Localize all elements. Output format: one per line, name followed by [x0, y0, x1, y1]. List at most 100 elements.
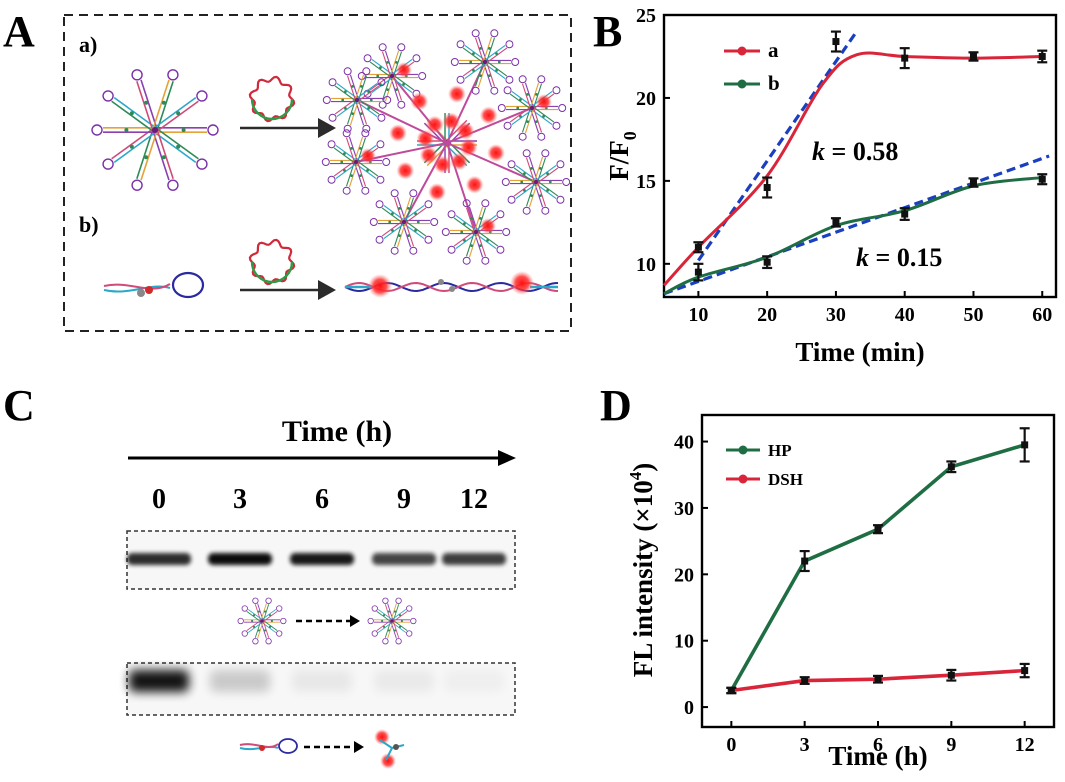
dna-arm-strand	[509, 93, 532, 110]
y-tick-label: 20	[636, 88, 656, 110]
dna-arm-strand	[536, 167, 559, 184]
y-tick-label: 10	[636, 254, 656, 276]
x-axis-label: Time (min)	[795, 337, 924, 367]
dna-star	[501, 149, 571, 215]
hairpin-loop	[537, 132, 546, 141]
target-strand-loop-icon	[248, 75, 296, 123]
fluorophore-dot	[548, 180, 552, 184]
fluorophore-dot	[144, 100, 149, 105]
rate-value: = 0.58	[825, 137, 898, 166]
fluorescence-glow	[447, 84, 466, 103]
hairpin-loop	[237, 617, 244, 625]
quencher-dot	[449, 286, 455, 292]
hairpin-loop	[456, 75, 465, 84]
schema-arrowhead	[354, 741, 364, 753]
hairpin-loop	[556, 195, 565, 204]
data-point	[874, 525, 882, 533]
y-axis-label-subscript: 0	[620, 131, 640, 140]
fluorophore-dot	[124, 128, 129, 132]
dsh-loop	[171, 271, 205, 299]
fluorophore-dot	[257, 610, 261, 613]
series-line	[662, 51, 1043, 287]
hairpin-loop	[552, 86, 561, 95]
hairpin-loop	[102, 158, 114, 170]
hairpin-loop	[503, 121, 512, 130]
x-tick-label: 0	[726, 734, 736, 756]
dna-arm-strand	[485, 61, 496, 87]
dna-arm-strand	[515, 182, 538, 199]
data-point	[874, 675, 882, 683]
reaction-arrowhead	[318, 280, 336, 300]
dna-arm-strand	[392, 74, 415, 91]
hairpin-loop	[456, 40, 465, 49]
dna-arm-strand	[393, 197, 404, 223]
quencher-dot	[438, 279, 444, 285]
dna-arm-strand	[528, 182, 538, 208]
fluorophore-dot	[539, 194, 542, 198]
fluorophore-dot	[495, 69, 498, 72]
fluorophore-dot	[486, 239, 489, 242]
fluorophore-dot	[181, 128, 186, 132]
gel-top-bands	[127, 553, 506, 565]
fluorophore-dot	[252, 625, 256, 628]
panel-letter-a: A	[3, 7, 35, 56]
dna-arm-strand	[262, 619, 278, 631]
hairpin-loop	[383, 96, 392, 104]
star-core	[473, 229, 479, 235]
dna-arm-strand	[355, 83, 378, 100]
y-tick-label: 15	[636, 171, 656, 193]
data-point	[901, 210, 909, 218]
data-point	[947, 463, 955, 471]
dna-arm-strand	[381, 207, 404, 224]
y-tick-label: 10	[674, 631, 694, 653]
fluorophore-dot	[176, 144, 181, 149]
hairpin-loop	[376, 175, 385, 184]
dna-arm-strand	[155, 100, 199, 133]
hairpin-loop	[378, 43, 387, 52]
dna-arm-strand	[262, 604, 270, 622]
hairpin-loop	[241, 605, 248, 612]
fluorophore-dot	[359, 146, 362, 150]
dna-arm-strand	[474, 206, 484, 232]
data-point	[1021, 667, 1029, 675]
gel-bottom-schema	[239, 729, 405, 769]
hairpin-loop	[541, 149, 550, 158]
rate-symbol: k	[812, 137, 825, 166]
data-point	[947, 671, 955, 679]
y-tick-label: 0	[684, 697, 694, 719]
gel-band	[210, 670, 270, 692]
fluorophore-dot	[268, 625, 272, 628]
rate-annotation: k = 0.58	[812, 137, 898, 166]
dna-arm-strand	[384, 76, 394, 102]
dsh-linear-duplex-product	[344, 271, 559, 298]
fluorophore-dot	[176, 111, 181, 116]
dna-arm-strand	[334, 85, 357, 102]
hairpin-loop	[447, 210, 456, 219]
dna-arm-strand	[348, 162, 358, 188]
hairpin-loop	[280, 617, 287, 625]
hairpin-loop	[343, 124, 352, 133]
fluorescence-glow	[360, 148, 376, 164]
fluorophore-dot	[398, 625, 402, 628]
dna-arm-strand	[357, 99, 368, 125]
fluorophore-dot	[535, 120, 538, 124]
hairpin-loop	[558, 104, 567, 112]
dna-arm-strand	[404, 207, 427, 224]
dna-arm-strand	[346, 75, 357, 101]
dna-arm-strand	[357, 98, 380, 115]
gel-band	[127, 553, 191, 565]
hairpin-loop	[395, 638, 402, 645]
fluorophore-dot	[366, 169, 369, 172]
data-point	[694, 243, 702, 251]
fluorescence-glow	[480, 218, 496, 234]
data-point	[763, 258, 771, 266]
series-line	[663, 176, 1043, 296]
fluorophore-dot	[470, 216, 473, 220]
dna-star	[367, 597, 417, 645]
fluorescence-glow	[419, 146, 438, 165]
fluorescence-glow	[428, 183, 447, 202]
hairpin-loop	[327, 140, 336, 149]
hairpin-loop	[471, 29, 480, 38]
dna-arm-strand	[485, 47, 508, 64]
legend-label: b	[768, 71, 780, 95]
